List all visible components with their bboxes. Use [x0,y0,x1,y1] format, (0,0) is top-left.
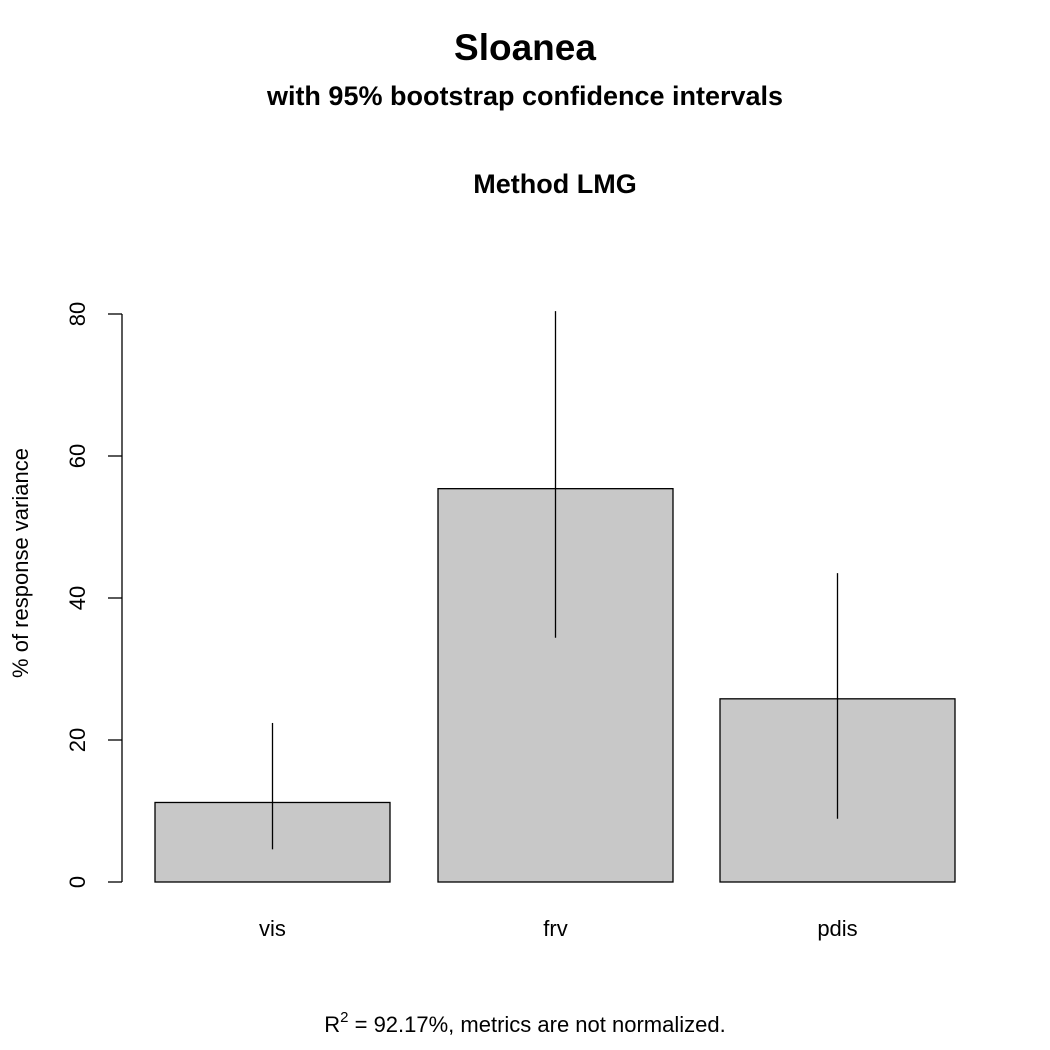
x-tick-label-vis: vis [259,916,286,941]
y-axis-label: % of response variance [8,448,33,678]
error-bars-group [271,311,839,850]
y-tick-label: 20 [65,728,90,752]
bars-group [154,488,956,883]
x-tick-label-pdis: pdis [817,916,857,941]
footer-text: 92.17%, metrics are not normalized. [374,1012,726,1037]
footer-note: R2 = 92.17%, metrics are not normalized. [324,1009,725,1037]
panel-title: Method LMG [473,169,636,199]
y-tick-label: 40 [65,586,90,610]
footer-superscript: 2 [340,1009,348,1026]
y-axis: 0 20 40 60 80 [65,302,123,888]
x-tick-label-frv: frv [543,916,567,941]
y-tick-label: 60 [65,444,90,468]
x-tick-labels: vis frv pdis [259,916,858,941]
y-tick-label: 80 [65,302,90,326]
footer-equals: = [348,1012,373,1037]
footer-r-symbol: R [324,1012,340,1037]
chart-subtitle: with 95% bootstrap confidence intervals [266,81,783,111]
y-tick-label: 0 [65,876,90,888]
chart-title: Sloanea [454,27,596,68]
